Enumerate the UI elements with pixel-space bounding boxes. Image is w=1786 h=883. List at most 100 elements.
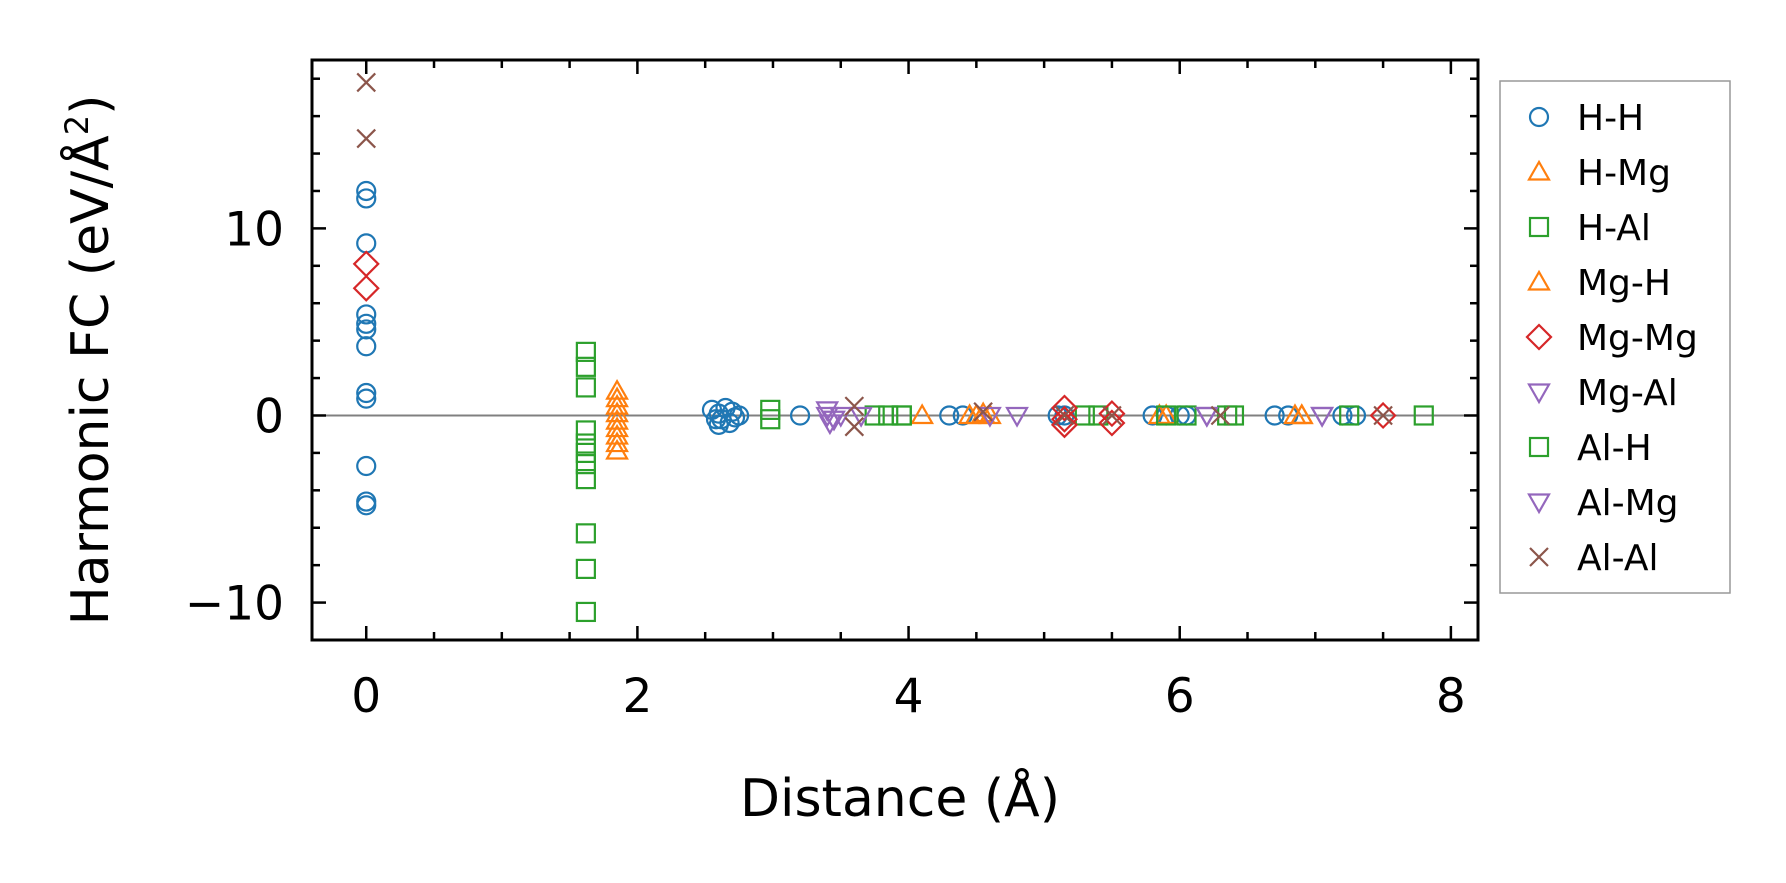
data-point-al-al	[844, 416, 865, 437]
data-point-mg-mg	[1098, 409, 1126, 437]
data-point-al-mg	[818, 414, 842, 436]
data-point-al-al	[356, 128, 377, 149]
data-point-h-h	[939, 405, 960, 426]
data-point-mg-h	[1289, 403, 1314, 425]
x-tick-label: 0	[351, 669, 381, 724]
data-point-h-mg	[605, 393, 629, 415]
legend-item-al-al: Al-Al	[1529, 538, 1658, 579]
data-point-h-h	[356, 180, 377, 202]
legend-item-mg-mg: Mg-Mg	[1525, 318, 1698, 359]
y-axis-label-superscript: 2	[58, 115, 96, 135]
series-al-mg	[815, 406, 1334, 436]
data-point-h-al	[878, 405, 899, 426]
data-point-h-h	[356, 495, 377, 516]
data-point-h-h	[356, 336, 377, 357]
x-tick-label: 8	[1436, 669, 1466, 724]
data-point-h-h	[356, 382, 377, 404]
data-point-h-h	[728, 405, 750, 426]
data-point-h-al	[575, 558, 596, 580]
data-point-al-mg	[1194, 406, 1219, 428]
data-point-h-al	[575, 454, 596, 475]
legend-label-h-al: H-Al	[1577, 208, 1651, 249]
x-tick-label: 2	[622, 669, 652, 724]
data-point-h-mg	[605, 438, 629, 460]
series-mg-mg	[352, 250, 1397, 439]
data-point-h-h	[1264, 405, 1285, 426]
legend-label-h-h: H-H	[1577, 98, 1644, 139]
data-point-mg-mg	[352, 274, 380, 302]
data-point-mg-al	[849, 406, 874, 428]
data-point-mg-al	[828, 406, 853, 428]
ticks-layer	[312, 60, 1478, 640]
x-tick-label: 6	[1165, 669, 1195, 724]
legend-item-h-al: H-Al	[1528, 208, 1651, 249]
data-point-h-mg	[605, 431, 629, 453]
data-point-mg-mg	[1098, 400, 1126, 428]
data-point-mg-al	[1005, 406, 1029, 428]
plot-area-frame	[310, 58, 1480, 642]
legend-item-al-h: Al-H	[1528, 428, 1652, 469]
data-point-al-h	[1156, 405, 1177, 426]
legend-marker-h-h	[1528, 106, 1550, 128]
y-tick-label: 0	[254, 389, 284, 444]
data-point-h-mg	[910, 403, 935, 425]
legend-marker-al-h	[1528, 436, 1550, 458]
legend-frame	[1499, 80, 1731, 594]
series-h-h	[356, 180, 1367, 516]
data-point-h-mg	[605, 408, 629, 430]
data-point-al-mg	[815, 406, 840, 428]
legend-label-mg-h: Mg-H	[1577, 263, 1671, 304]
data-point-al-al	[973, 401, 993, 422]
x-axis-label: Distance (Å)	[740, 767, 1060, 829]
x-tick-labels: 0 2 4 6 8	[351, 669, 1466, 724]
legend-label-al-mg: Al-Mg	[1577, 483, 1679, 524]
y-axis-label-close: )	[61, 95, 121, 115]
data-point-h-mg	[605, 416, 629, 438]
data-point-mg-mg	[1369, 401, 1397, 430]
legend-marker-mg-h	[1527, 269, 1551, 291]
data-point-h-mg	[605, 423, 629, 445]
data-point-h-mg	[971, 401, 996, 423]
data-point-h-al	[575, 523, 596, 544]
data-point-h-h	[356, 233, 377, 254]
data-point-mg-al	[1310, 406, 1334, 428]
data-point-h-al	[1176, 405, 1197, 426]
data-point-mg-h	[1147, 403, 1172, 425]
series-al-al	[356, 72, 1393, 437]
y-tick-labels: −10 0 10	[185, 202, 284, 631]
legend-label-mg-mg: Mg-Mg	[1577, 318, 1698, 359]
data-point-h-h	[356, 313, 377, 334]
legend: H-H H-Mg H-Al Mg-H Mg-Mg Mg-Al Al-H Al-Mg Al-Al	[1499, 80, 1731, 594]
data-point-al-al	[1054, 405, 1075, 426]
data-point-al-al	[356, 72, 377, 93]
legend-item-mg-h: Mg-H	[1527, 263, 1671, 304]
legend-label-al-h: Al-H	[1577, 428, 1652, 469]
series-h-al	[575, 341, 1434, 623]
data-point-al-al	[1102, 405, 1122, 426]
legend-marker-mg-al	[1527, 383, 1551, 405]
data-point-al-h	[891, 405, 912, 426]
legend-marker-mg-mg	[1525, 323, 1553, 351]
data-point-mg-mg	[1050, 394, 1079, 422]
legend-marker-h-al	[1528, 216, 1550, 238]
legend-item-h-h: H-H	[1528, 98, 1644, 139]
data-point-mg-mg	[1050, 411, 1079, 439]
data-point-h-h	[356, 304, 377, 325]
data-point-mg-h	[957, 403, 982, 425]
legend-label-mg-al: Mg-Al	[1577, 373, 1678, 414]
data-point-h-h	[356, 455, 377, 477]
data-point-h-mg	[605, 401, 629, 423]
data-point-h-al	[575, 420, 596, 441]
data-point-h-h	[356, 319, 377, 340]
series-al-h	[760, 399, 1238, 430]
data-point-al-h	[1217, 405, 1238, 426]
data-point-h-al	[1339, 405, 1360, 426]
y-axis-label: Harmonic FC (eV/Å2)	[58, 95, 121, 626]
x-tick-label: 4	[894, 669, 924, 724]
data-point-al-mg	[1310, 406, 1334, 428]
data-point-h-al	[575, 377, 596, 398]
data-point-h-h	[356, 188, 377, 209]
legend-item-al-mg: Al-Mg	[1527, 483, 1679, 524]
data-point-h-al	[575, 468, 596, 490]
